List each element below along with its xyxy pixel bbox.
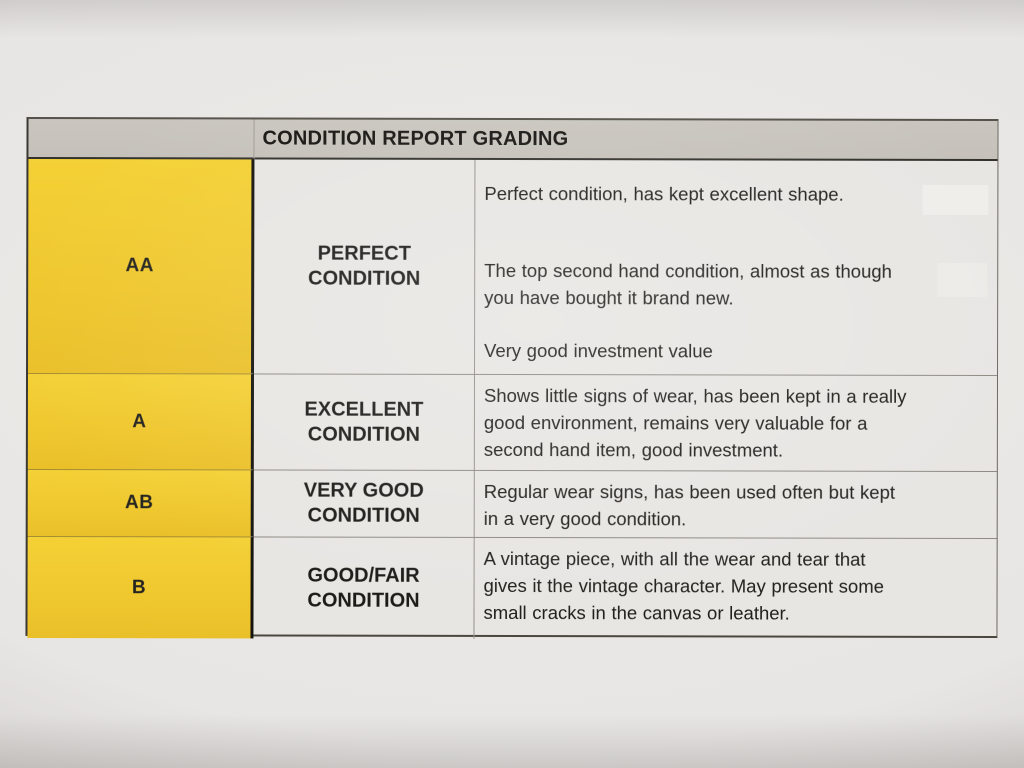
table-header-bar: CONDITION REPORT GRADING: [254, 119, 998, 162]
condition-name-cell-a: EXCELLENT CONDITION: [253, 373, 476, 470]
condition-name-ab: VERY GOOD CONDITION: [303, 479, 424, 527]
description-paragraph: A vintage piece, with all the wear and t…: [483, 547, 885, 624]
grade-code-cell-aa: AA: [28, 158, 255, 374]
grade-code-b: B: [131, 576, 147, 598]
condition-description-cell-a: Shows little signs of wear, has been kep…: [474, 373, 998, 472]
condition-name-cell-ab: VERY GOOD CONDITION: [253, 469, 475, 537]
grade-code-ab: AB: [124, 492, 154, 514]
condition-description-cell-b: A vintage piece, with all the wear and t…: [474, 536, 997, 641]
table-title: CONDITION REPORT GRADING: [262, 126, 569, 150]
description-paragraph: The top second hand condition, almost as…: [484, 259, 892, 309]
grade-code-a: A: [132, 410, 147, 432]
condition-description-cell-ab: Regular wear signs, has been used often …: [474, 469, 997, 539]
condition-name-cell-aa: PERFECT CONDITION: [254, 159, 476, 374]
description-paragraph: Shows little signs of wear, has been kep…: [483, 384, 907, 461]
condition-name-b: GOOD/FAIR CONDITION: [307, 564, 420, 612]
whiteout-patch: [937, 262, 988, 297]
description-paragraph: Very good investment value: [484, 339, 713, 362]
condition-name-cell-b: GOOD/FAIR CONDITION: [253, 536, 475, 639]
condition-description-cell-aa: Perfect condition, has kept excellent sh…: [475, 160, 997, 375]
grade-code-cell-ab: AB: [27, 468, 254, 537]
whiteout-patch: [922, 184, 989, 215]
condition-grading-table: CONDITION REPORT GRADING AA PERFECT COND…: [25, 116, 999, 641]
grade-code-cell-b: B: [27, 535, 254, 639]
condition-name-a: EXCELLENT CONDITION: [304, 398, 424, 446]
grade-code-cell-a: A: [27, 372, 255, 470]
description-paragraph: Perfect condition, has kept excellent sh…: [484, 182, 844, 205]
condition-name-aa: PERFECT CONDITION: [308, 242, 421, 290]
description-paragraph: Regular wear signs, has been used often …: [483, 480, 896, 530]
table-header-spacer: [28, 118, 255, 160]
grade-code-aa: AA: [125, 255, 154, 277]
